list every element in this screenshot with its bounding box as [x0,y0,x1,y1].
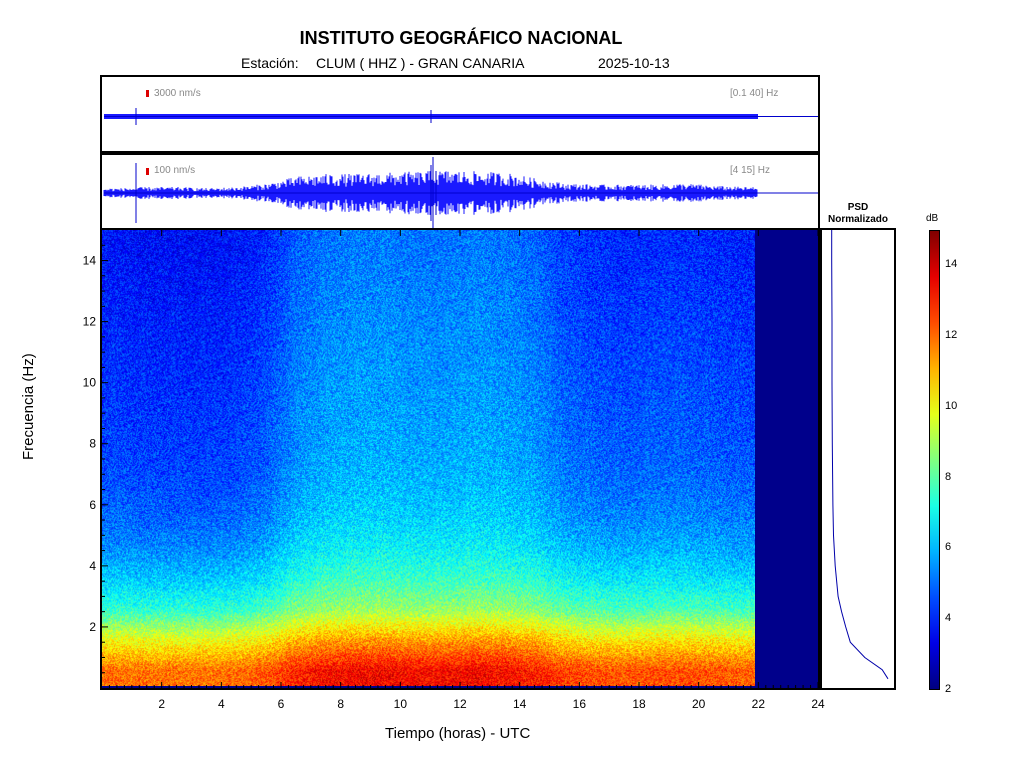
psd-line [831,230,889,680]
colorbar [929,230,940,690]
x-tick-label: 24 [811,697,825,711]
y-tick-label: 6 [89,498,96,512]
trace-band-label: [0.1 40] Hz [730,88,779,99]
spectrogram-heatmap [102,230,755,686]
y-tick-label: 4 [89,559,96,573]
filtered-waveform [103,157,818,228]
colorbar-tick-label: 2 [945,683,952,695]
x-tick-label: 4 [218,697,225,711]
y-tick-label: 10 [83,376,97,390]
amplitude-scale-marker [146,168,149,175]
colorbar-tick-label: 10 [945,399,958,412]
colorbar-unit: dB [926,213,939,224]
y-axis-label: Frecuencia (Hz) [20,353,37,460]
x-tick-label: 20 [692,697,706,711]
x-tick-label: 10 [394,697,408,711]
colorbar-tick-label: 14 [945,258,958,271]
colorbar-tick-label: 8 [945,470,952,483]
filtered-trace-panel: 100 nm/s [4 15] Hz [100,153,820,230]
x-tick-label: 16 [573,697,587,711]
x-tick-label: 22 [752,697,766,711]
psd-title-line2: Normalizado [827,214,888,225]
station-name: CLUM ( HHZ ) - GRAN CANARIA [316,55,525,71]
x-tick-label: 12 [453,697,467,711]
y-tick-label: 12 [83,315,97,329]
x-tick-label: 18 [632,697,646,711]
psd-curve [831,230,889,680]
broadband-trace-panel: 3000 nm/s [0.1 40] Hz [100,75,820,153]
psd-title-line1: PSD [847,202,869,213]
trace-amplitude-label: 3000 nm/s [154,88,201,99]
x-tick-label: 2 [158,697,165,711]
psd-title: PSD Normalizado [822,202,894,226]
x-tick-label: 6 [278,697,285,711]
chart-title: INSTITUTO GEOGRÁFICO NACIONAL [299,28,623,48]
amplitude-scale-marker [146,90,149,97]
y-tick-label: 8 [89,437,96,451]
x-axis-label: Tiempo (horas) - UTC [385,725,531,742]
date-label: 2025-10-13 [598,55,670,71]
trace-amplitude-label: 100 nm/s [154,165,196,176]
psd-panel [820,228,896,690]
colorbar-tick-label: 6 [945,541,952,554]
station-label: Estación: [241,55,299,71]
colorbar-tick-label: 12 [945,329,958,342]
x-tick-label: 8 [337,697,344,711]
y-tick-label: 2 [89,620,96,634]
colorbar-tick-label: 4 [945,612,952,625]
trace-band-label: [4 15] Hz [730,165,771,176]
y-tick-label: 14 [83,254,97,268]
broadband-waveform [104,108,818,125]
x-tick-label: 14 [513,697,527,711]
